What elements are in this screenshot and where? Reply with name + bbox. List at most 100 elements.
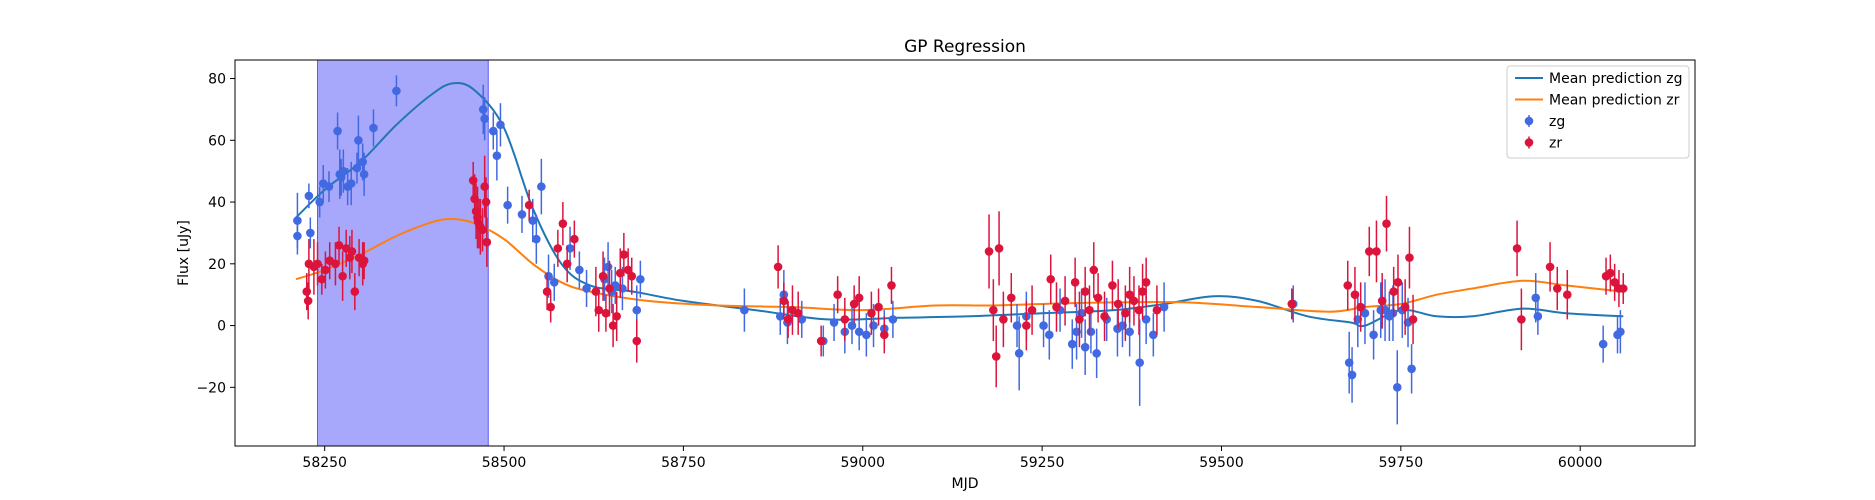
zr-point bbox=[612, 312, 621, 321]
zr-point bbox=[994, 244, 1004, 253]
y-axis-label: Flux [uJy] bbox=[176, 220, 192, 286]
zr-point bbox=[562, 259, 572, 269]
zr-point bbox=[1152, 305, 1162, 315]
zr-point bbox=[1562, 290, 1572, 299]
zg-point bbox=[492, 151, 502, 161]
zr-point bbox=[779, 296, 789, 306]
zr-point bbox=[840, 315, 850, 324]
zr-point bbox=[553, 244, 563, 253]
zg-point bbox=[1092, 349, 1101, 358]
zr-point bbox=[1287, 299, 1297, 309]
zg-point bbox=[1159, 302, 1169, 312]
zr-point bbox=[1027, 305, 1037, 315]
zg-point bbox=[354, 135, 363, 145]
zr-point bbox=[608, 321, 618, 330]
zg-point bbox=[304, 191, 314, 201]
zr-point bbox=[350, 287, 360, 296]
zg-point bbox=[632, 305, 642, 315]
zr-point bbox=[783, 315, 793, 324]
zg-point bbox=[575, 265, 584, 275]
zg-point bbox=[854, 327, 864, 337]
zr-point bbox=[542, 287, 552, 296]
y-tick-label: 20 bbox=[208, 257, 226, 273]
zr-point bbox=[615, 268, 625, 278]
zg-point bbox=[549, 278, 559, 287]
zr-point bbox=[1085, 305, 1094, 315]
zg-point bbox=[478, 105, 488, 114]
zr-point bbox=[598, 271, 608, 281]
zg-point bbox=[847, 321, 857, 330]
zr-point bbox=[331, 259, 340, 269]
zr-point bbox=[1075, 315, 1084, 324]
zg-point bbox=[293, 231, 302, 241]
zg-point bbox=[1149, 330, 1158, 340]
zr-point bbox=[321, 265, 330, 275]
zr-point bbox=[1125, 290, 1134, 299]
x-tick-label: 59250 bbox=[1020, 455, 1065, 471]
zg-point bbox=[392, 86, 401, 96]
zr-point bbox=[524, 200, 534, 210]
zr-point bbox=[991, 352, 1001, 361]
zg-point bbox=[359, 169, 369, 179]
zg-point bbox=[1044, 330, 1054, 340]
zr-point bbox=[546, 302, 555, 312]
x-tick-label: 59000 bbox=[840, 455, 885, 471]
zr-point bbox=[1080, 287, 1090, 296]
zg-point bbox=[1141, 315, 1151, 324]
zg-point bbox=[306, 228, 315, 238]
zg-point bbox=[346, 179, 356, 188]
zg-point bbox=[862, 330, 871, 340]
zr-point bbox=[478, 225, 487, 235]
zg-point bbox=[740, 305, 749, 315]
zr-point bbox=[854, 293, 864, 303]
x-tick-label: 58500 bbox=[482, 455, 527, 471]
zr-point bbox=[1121, 308, 1130, 318]
zr-point bbox=[347, 247, 357, 256]
zg-point bbox=[1039, 321, 1048, 330]
zr-point bbox=[1393, 278, 1403, 287]
zg-point bbox=[339, 166, 348, 176]
zg-point bbox=[1080, 342, 1090, 352]
zr-point bbox=[627, 271, 637, 281]
zr-point bbox=[867, 308, 876, 318]
zr-point bbox=[632, 336, 642, 346]
zg-point bbox=[1125, 327, 1134, 337]
x-tick-label: 60000 bbox=[1558, 455, 1603, 471]
zr-point bbox=[984, 247, 994, 256]
zr-point bbox=[1046, 274, 1056, 284]
zr-point bbox=[1100, 312, 1109, 321]
x-tick-label: 58250 bbox=[302, 455, 347, 471]
zg-point bbox=[1369, 330, 1378, 340]
zg-point bbox=[1533, 312, 1543, 321]
zg-point bbox=[1012, 321, 1022, 330]
zr-point bbox=[1138, 287, 1147, 296]
y-tick-label: 60 bbox=[208, 133, 226, 149]
zr-point bbox=[338, 271, 347, 281]
zr-point bbox=[480, 182, 489, 191]
zr-point bbox=[1618, 284, 1628, 293]
zg-point bbox=[1014, 349, 1024, 358]
y-tick-label: 80 bbox=[208, 72, 226, 88]
zr-point bbox=[1545, 262, 1555, 272]
zg-point bbox=[537, 182, 546, 191]
zr-point bbox=[1113, 299, 1123, 309]
zr-point bbox=[303, 296, 313, 306]
zr-point bbox=[1060, 296, 1070, 306]
zg-point bbox=[603, 262, 613, 272]
zr-point bbox=[1022, 321, 1031, 330]
y-tick-label: −20 bbox=[196, 380, 226, 396]
zr-point bbox=[1006, 293, 1016, 303]
zg-point bbox=[528, 216, 538, 225]
zg-point bbox=[488, 126, 498, 136]
zr-point bbox=[558, 219, 568, 228]
zg-point bbox=[888, 315, 898, 324]
plot-frame bbox=[234, 59, 1696, 447]
zr-point bbox=[302, 287, 312, 296]
zg-point bbox=[582, 284, 591, 293]
zr-point bbox=[317, 274, 327, 284]
zr-point bbox=[1606, 268, 1615, 278]
chart-title: GP Regression bbox=[904, 37, 1026, 57]
legend-swatch-zg bbox=[1524, 116, 1534, 126]
y-tick-label: 0 bbox=[217, 319, 226, 335]
zr-point bbox=[1356, 302, 1365, 312]
